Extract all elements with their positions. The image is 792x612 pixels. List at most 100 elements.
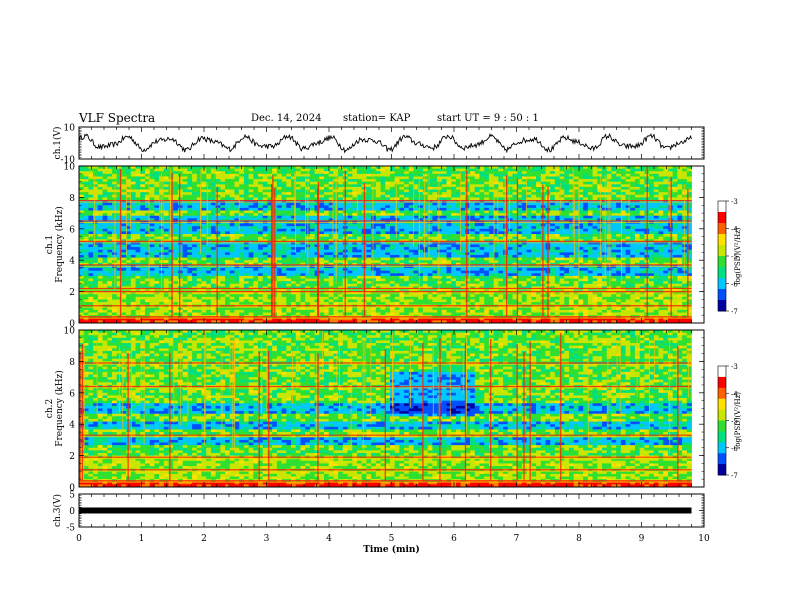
spectrogram-cell xyxy=(470,176,476,180)
spectrogram-cell xyxy=(173,181,179,185)
spectrogram-cell xyxy=(569,186,575,190)
spectrogram-cell xyxy=(413,226,419,230)
spectrogram-cell xyxy=(347,210,353,214)
spectrogram-cell xyxy=(427,171,433,175)
spectrogram-cell xyxy=(451,205,457,209)
spectrogram-cell xyxy=(521,166,527,170)
spectrogram-cell xyxy=(88,173,94,177)
spectrogram-cell xyxy=(587,215,593,219)
spectrogram-cell xyxy=(488,205,495,209)
spectrogram-cell xyxy=(163,200,169,204)
spectrogram-cell xyxy=(686,228,692,232)
spectrogram-cell xyxy=(432,257,438,261)
spectrogram-cell xyxy=(446,173,452,177)
spectrogram-cell xyxy=(460,254,466,258)
spectrogram-cell xyxy=(116,218,122,222)
spectrogram-cell xyxy=(371,202,377,206)
spectrogram-cell xyxy=(276,166,282,170)
spectrogram-cell xyxy=(253,189,259,193)
spectrogram-cell xyxy=(267,166,273,170)
spectrogram-cell xyxy=(83,241,89,245)
spectrogram-cell xyxy=(517,223,523,227)
spectrogram-cell xyxy=(413,218,419,222)
spectrogram-cell xyxy=(484,200,490,204)
spectrogram-cell xyxy=(545,171,551,175)
spectrogram-cell xyxy=(173,249,179,253)
spectrogram-cell xyxy=(465,223,471,227)
spectrogram-cell xyxy=(239,194,245,198)
spectrogram-cell xyxy=(484,249,490,253)
spectrogram-cell xyxy=(479,207,485,211)
spectrogram-cell xyxy=(356,252,363,256)
spectrogram-cell xyxy=(262,228,268,232)
spectrogram-cell xyxy=(196,226,202,230)
spectrogram-cell xyxy=(493,194,499,198)
spectrogram-cell xyxy=(102,205,108,209)
spectrogram-cell xyxy=(371,228,377,232)
spectrogram-cell xyxy=(639,231,645,235)
spectrogram-cell xyxy=(361,173,367,177)
spectrogram-cell xyxy=(314,166,320,170)
spectrogram-cell xyxy=(126,223,132,227)
spectrogram-cell xyxy=(498,207,504,211)
spectrogram-cell xyxy=(611,213,617,217)
spectrogram-cell xyxy=(140,213,146,217)
spectrogram-cell xyxy=(182,171,188,175)
spectrogram-cell xyxy=(587,252,593,256)
spectrogram-cell xyxy=(286,234,292,238)
spectrogram-cell xyxy=(531,236,537,240)
spectrogram-cell xyxy=(658,200,664,204)
spectrogram-cell xyxy=(427,213,433,217)
spectrogram-cell xyxy=(276,234,282,238)
spectrogram-cell xyxy=(620,210,626,214)
spectrogram-cell xyxy=(408,249,414,253)
spectrogram-cell xyxy=(234,231,240,235)
spectrogram-cell xyxy=(455,186,462,190)
spectrogram-cell xyxy=(536,166,542,170)
spectrogram-cell xyxy=(413,166,419,170)
spectrogram-cell xyxy=(126,234,132,238)
spectrogram-cell xyxy=(262,176,268,180)
spectrogram-cell xyxy=(149,249,155,253)
spectrogram-cell xyxy=(215,228,221,232)
spectrogram-cell xyxy=(559,166,565,170)
spectrogram-cell xyxy=(441,176,447,180)
spectrogram-cell xyxy=(517,260,523,264)
spectrogram-cell xyxy=(347,205,353,209)
spectrogram-cell xyxy=(639,234,645,238)
spectrogram-cell xyxy=(550,207,556,211)
spectrogram-cell xyxy=(460,247,466,251)
spectrogram-cell xyxy=(220,247,226,251)
spectrogram-cell xyxy=(309,197,315,201)
spectrogram-cell xyxy=(144,186,151,190)
spectrogram-cell xyxy=(554,197,560,201)
spectrogram-cell xyxy=(422,223,429,227)
spectrogram-cell xyxy=(554,249,560,253)
spectrogram-cell xyxy=(258,234,264,238)
spectrogram-cell xyxy=(470,213,476,217)
spectrogram-cell xyxy=(488,202,495,206)
spectrogram-cell xyxy=(521,181,527,185)
spectrogram-cell xyxy=(564,236,570,240)
spectrogram-cell xyxy=(130,215,136,219)
spectrogram-cell xyxy=(220,184,226,188)
spectrogram-cell xyxy=(291,213,297,217)
spectrogram-cell xyxy=(422,171,429,175)
spectrogram-cell xyxy=(536,213,542,217)
spectrogram-cell xyxy=(517,210,523,214)
spectrogram-cell xyxy=(531,166,537,170)
spectrogram-cell xyxy=(371,247,377,251)
spectrogram-cell xyxy=(319,173,325,177)
spectrogram-cell xyxy=(441,236,447,240)
spectrogram-cell xyxy=(653,249,659,253)
spectrogram-cell xyxy=(498,181,504,185)
spectrogram-cell xyxy=(634,247,641,251)
spectrogram-cell xyxy=(649,173,655,177)
spectrogram-cell xyxy=(93,226,99,230)
spectrogram-cell xyxy=(366,192,372,196)
spectrogram-cell xyxy=(616,257,622,261)
spectrogram-cell xyxy=(427,210,433,214)
spectrogram-cell xyxy=(168,202,174,206)
spectrogram-cell xyxy=(578,257,584,261)
spectrogram-cell xyxy=(606,244,612,248)
